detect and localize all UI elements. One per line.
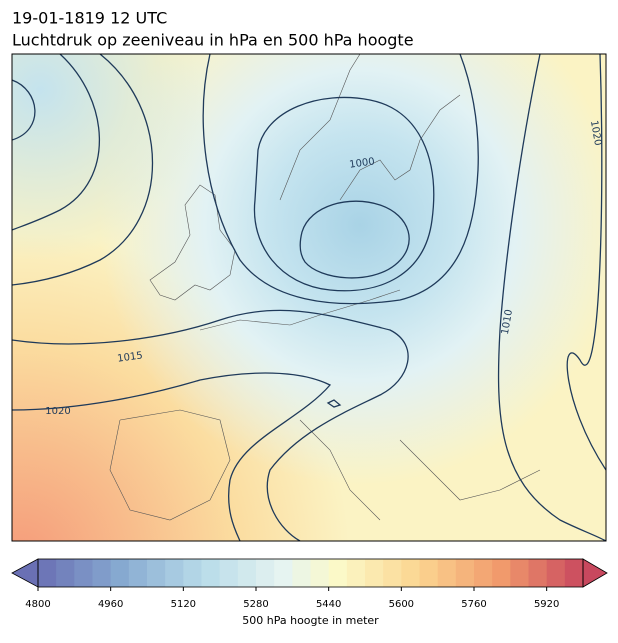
subtitle: Luchtdruk op zeeniveau in hPa en 500 hPa…: [12, 31, 414, 50]
colorbar-segment: [38, 559, 57, 587]
colorbar-segment: [201, 559, 221, 587]
colorbar-segment: [564, 559, 584, 587]
colorbar-segment: [328, 559, 348, 587]
colorbar-tick-label: 5920: [534, 599, 559, 610]
colorbar-segment: [546, 559, 566, 587]
colorbar-segment: [455, 559, 475, 587]
colorbar-tick-label: 4960: [98, 599, 123, 610]
coastline: [109, 289, 541, 521]
colorbar-segment: [365, 559, 384, 587]
map: [12, 54, 606, 541]
colorbar-segment: [256, 559, 275, 587]
colorbar-extend-low: [11, 558, 39, 588]
colorbar-segment: [147, 559, 166, 587]
colorbar-segment: [56, 559, 75, 587]
isobar: [12, 54, 606, 541]
isobar: [12, 54, 606, 541]
colorbar-segment: [401, 559, 420, 587]
colorbar-frame: [37, 558, 584, 588]
colorbar-segment: [492, 559, 511, 587]
colorbar-segment: [419, 559, 439, 587]
colorbar-segment: [346, 559, 366, 587]
colorbar-tick-label: 4800: [25, 599, 50, 610]
colorbar-segment: [474, 559, 493, 587]
colorbar-segment: [92, 559, 112, 587]
colorbar-label: 500 hPa hoogte in meter: [242, 614, 379, 627]
contour-label: 1015: [117, 350, 144, 364]
contour-label: 1000: [349, 156, 376, 170]
colorbar-segment: [274, 559, 293, 587]
colorbar-segment: [128, 559, 148, 587]
cold-field: [12, 54, 606, 541]
colorbar-segment: [383, 559, 402, 587]
coastline: [149, 184, 236, 301]
colorbar-segment: [183, 559, 202, 587]
colorbar-segment: [74, 559, 93, 587]
colorbar-segment: [510, 559, 529, 587]
colorbar-segment: [110, 559, 130, 587]
contour-label: 1010: [500, 309, 515, 336]
colorbar-tick-label: 5760: [461, 599, 486, 610]
colorbar-segment: [437, 559, 457, 587]
colorbar-segment: [165, 559, 184, 587]
colorbar-tick-label: 5280: [243, 599, 268, 610]
colorbar-segment: [528, 559, 548, 587]
colorbar-tick-label: 5600: [389, 599, 414, 610]
map-frame: [11, 53, 607, 542]
isobar: [326, 399, 342, 408]
isobar: [253, 96, 435, 292]
colorbar-tick-label: 5440: [316, 599, 341, 610]
colorbar-extend-high: [582, 558, 608, 588]
title: 19-01-1819 12 UTC: [12, 9, 167, 28]
isobar: [12, 54, 153, 286]
colorbar-segment: [219, 559, 239, 587]
contour-label: 1020: [45, 406, 70, 417]
colorbar-tick-label: 5120: [171, 599, 196, 610]
colorbar-segment: [237, 559, 257, 587]
contour-label: 1020: [588, 120, 603, 147]
colorbar-segment: [292, 559, 311, 587]
isobar: [299, 200, 410, 279]
colorbar-segment: [310, 559, 330, 587]
coastline: [279, 54, 461, 201]
isobar: [202, 54, 479, 305]
